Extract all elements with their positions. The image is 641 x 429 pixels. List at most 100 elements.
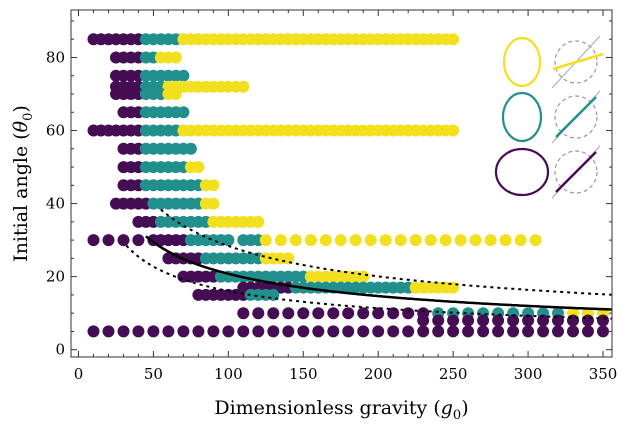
data-point-yellow	[454, 234, 467, 247]
data-point-purple	[417, 314, 430, 327]
x-axis-title-symbol: g	[441, 397, 453, 419]
data-point-purple	[597, 314, 609, 327]
data-point-yellow	[439, 234, 452, 247]
data-point-purple	[237, 325, 250, 338]
data-point-yellow	[424, 234, 437, 247]
data-point-purple	[87, 234, 100, 247]
data-point-purple	[117, 234, 130, 247]
data-point-yellow	[237, 80, 250, 93]
data-point-purple	[192, 325, 205, 338]
data-point-purple	[102, 325, 115, 338]
y-axis-title: Initial angle (θ0)	[10, 105, 36, 262]
y-tick-label: 20	[46, 268, 65, 286]
legend-ellipse-purple	[494, 147, 550, 197]
inset-legend	[494, 35, 604, 199]
data-point-yellow	[259, 234, 272, 247]
data-point-yellow	[364, 234, 377, 247]
boundary-curve-dashed-2	[160, 208, 613, 296]
x-axis-title-subscript: 0	[453, 408, 461, 423]
data-point-teal	[222, 234, 235, 247]
data-point-yellow	[169, 88, 182, 100]
data-point-yellow	[394, 234, 407, 247]
data-point-yellow	[379, 234, 392, 247]
data-point-purple	[282, 325, 295, 338]
data-point-yellow	[529, 234, 542, 247]
boundary-curve-solid	[145, 235, 612, 311]
data-point-yellow	[319, 234, 332, 247]
boundary-curve-dashed-1	[125, 244, 612, 320]
data-point-purple	[132, 325, 145, 338]
data-point-purple	[282, 307, 295, 320]
data-point-purple	[357, 307, 370, 320]
data-point-purple	[462, 314, 475, 327]
data-point-purple	[237, 307, 250, 320]
data-point-purple	[507, 325, 520, 338]
boundary-curves	[125, 208, 613, 320]
data-point-yellow	[252, 215, 265, 228]
data-point-purple	[582, 314, 594, 327]
x-tick-label: 50	[144, 365, 163, 383]
y-axis-title-suffix: )	[10, 105, 32, 112]
data-point-purple	[522, 314, 535, 327]
x-tick-label: 0	[74, 365, 84, 383]
x-axis-title: Dimensionless gravity (g0)	[214, 397, 468, 423]
legend-circle-teal	[554, 95, 598, 139]
data-point-yellow	[469, 234, 482, 247]
legend-circle-yellow	[554, 40, 598, 84]
data-point-purple	[492, 325, 505, 338]
data-point-purple	[327, 307, 340, 320]
x-tick-label: 100	[214, 365, 243, 383]
y-axis-title-symbol: θ	[10, 120, 32, 132]
data-point-purple	[312, 307, 325, 320]
data-point-purple	[312, 325, 325, 338]
data-point-purple	[177, 325, 190, 338]
x-tick-label: 250	[439, 365, 468, 383]
data-point-yellow	[357, 270, 370, 283]
data-point-yellow	[447, 124, 460, 137]
legend-ellipse-teal	[501, 91, 543, 143]
data-point-purple	[147, 325, 160, 338]
data-point-yellow	[289, 234, 302, 247]
data-point-purple	[327, 325, 340, 338]
data-point-purple	[432, 314, 445, 327]
data-point-purple	[342, 307, 355, 320]
data-point-purple	[162, 325, 175, 338]
data-point-yellow	[304, 234, 317, 247]
data-point-purple	[132, 234, 145, 247]
y-tick-label: 60	[46, 122, 65, 140]
y-tick-label: 0	[55, 341, 65, 359]
data-point-yellow	[169, 51, 182, 64]
data-point-purple	[372, 325, 385, 338]
data-point-purple	[372, 307, 385, 320]
data-point-yellow	[207, 197, 220, 210]
y-tick-label: 80	[46, 48, 65, 66]
legend-line-yellow	[552, 52, 604, 71]
data-point-purple	[297, 307, 310, 320]
data-point-purple	[252, 325, 265, 338]
data-point-purple	[477, 325, 490, 338]
data-point-purple	[477, 314, 490, 327]
data-point-purple	[102, 234, 115, 247]
data-point-yellow	[349, 234, 362, 247]
data-point-purple	[447, 325, 460, 338]
x-axis: 0 50 100 150 200 250 300 350	[74, 10, 617, 383]
data-point-yellow	[274, 234, 287, 247]
data-point-purple	[597, 325, 609, 338]
data-point-purple	[387, 325, 400, 338]
y-axis: 0 20 40 60 80	[46, 20, 612, 359]
data-point-purple	[462, 325, 475, 338]
data-point-purple	[222, 325, 235, 338]
data-point-teal	[177, 69, 190, 82]
data-point-yellow	[484, 234, 497, 247]
y-tick-label: 40	[46, 195, 65, 213]
x-axis-title-prefix: Dimensionless gravity (	[214, 397, 440, 419]
data-point-purple	[552, 325, 564, 338]
data-point-purple	[357, 325, 370, 338]
legend-line-teal	[555, 96, 597, 138]
legend-line-purple	[555, 151, 597, 193]
data-point-purple	[297, 325, 310, 338]
data-point-yellow	[282, 252, 295, 265]
data-point-purple	[447, 314, 460, 327]
data-point-yellow	[192, 161, 205, 174]
